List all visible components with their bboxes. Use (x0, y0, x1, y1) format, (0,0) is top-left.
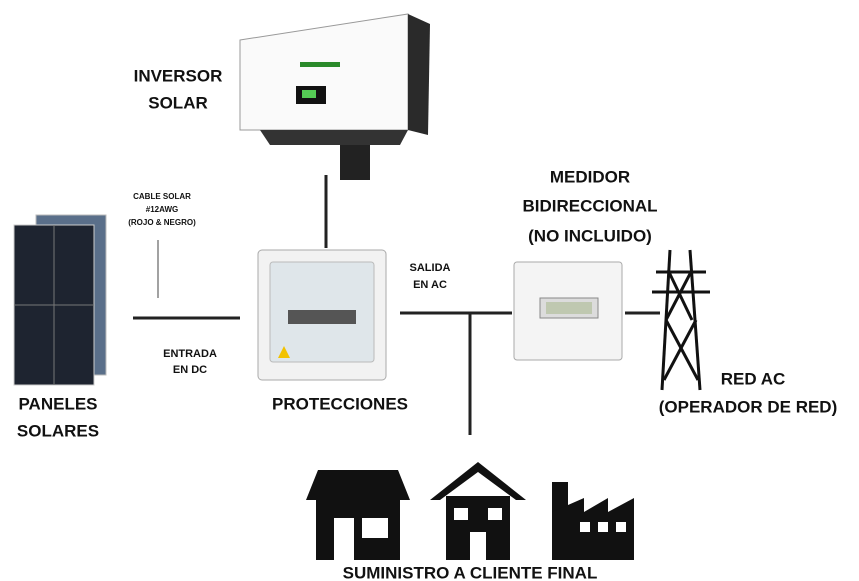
cable-label: (ROJO & NEGRO) (128, 218, 196, 227)
meter-label: (NO INCLUIDO) (528, 226, 652, 245)
inverter-icon (240, 14, 430, 180)
meter-label: MEDIDOR (550, 167, 630, 186)
dc-input-label: ENTRADA (163, 348, 217, 360)
ac-output-label: EN AC (413, 279, 447, 291)
grid-label: RED AC (721, 369, 786, 388)
customer-label: SUMINISTRO A CLIENTE FINAL (343, 563, 598, 581)
tower-icon (652, 250, 710, 390)
solar-panels-icon (14, 215, 106, 385)
inverter-label: INVERSOR (134, 66, 223, 85)
cable-label: CABLE SOLAR (133, 192, 191, 201)
panels-label: PANELES (18, 394, 97, 413)
cable-label: #12AWG (146, 205, 178, 214)
house-icon (430, 462, 526, 560)
dc-input-label: EN DC (173, 364, 207, 376)
meter-label: BIDIRECCIONAL (522, 196, 657, 215)
breaker-box-icon (258, 250, 386, 380)
panels-label: SOLARES (17, 421, 99, 440)
protections-label: PROTECCIONES (272, 394, 408, 413)
inverter-label: SOLAR (148, 93, 208, 112)
meter-icon (514, 262, 622, 360)
factory-icon (552, 482, 634, 560)
grid-label: (OPERADOR DE RED) (659, 397, 838, 416)
ac-output-label: SALIDA (410, 262, 451, 274)
store-icon (306, 470, 410, 560)
diagram: INVERSOR SOLAR PANELES SOLARES CABLE SOL… (0, 0, 859, 581)
